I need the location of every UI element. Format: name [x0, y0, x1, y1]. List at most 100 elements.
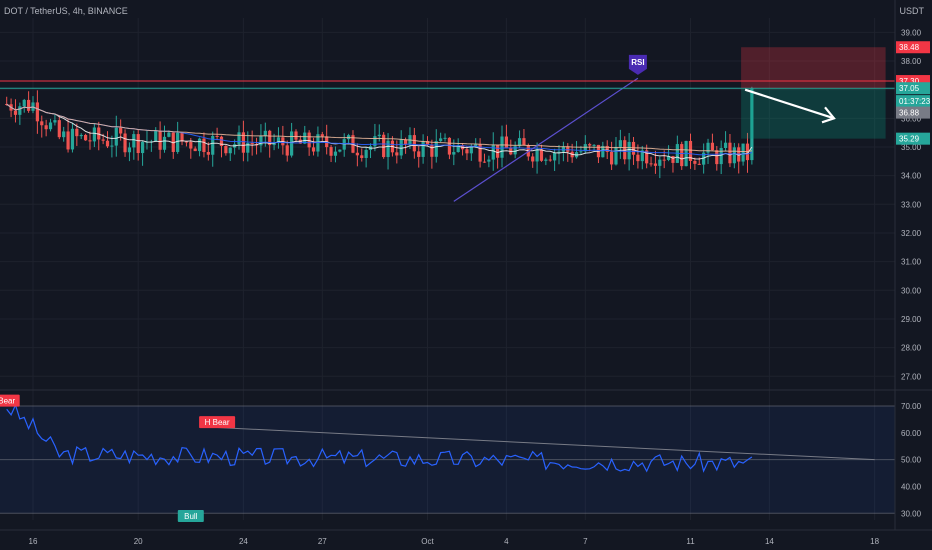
candle-body	[127, 147, 132, 153]
candle-body	[592, 144, 596, 146]
candle-body	[601, 145, 605, 158]
candle-body	[434, 141, 438, 157]
candle-body	[110, 145, 114, 147]
rsi-signal-label: RSI	[631, 58, 644, 67]
time-tick-label: 18	[870, 537, 879, 546]
candle-body	[649, 163, 653, 165]
rsi-divergence-trendline	[453, 77, 639, 202]
candle-body	[421, 141, 425, 157]
candle-body	[403, 139, 408, 145]
time-tick-label: 16	[29, 537, 38, 546]
price-tag-label: 37.30	[899, 77, 920, 86]
candle-body	[382, 134, 386, 158]
price-pane[interactable]: RSI	[0, 18, 932, 520]
price-tag-label: 01:37:23	[899, 97, 931, 106]
candle-body	[500, 136, 504, 158]
candle-body	[57, 120, 61, 138]
price-tick-label: 38.00	[901, 57, 922, 66]
candle-body	[693, 160, 697, 164]
time-tick-label: 4	[504, 537, 509, 546]
candle-body	[62, 131, 66, 138]
candle-body	[211, 135, 215, 155]
candle-body	[329, 147, 333, 156]
candle-body	[723, 142, 728, 148]
candle-body	[241, 132, 245, 153]
candle-body	[311, 147, 316, 152]
candle-body	[645, 150, 649, 164]
candle-body	[307, 132, 311, 148]
candle-body	[658, 159, 662, 166]
rsi-tick-label: 40.00	[901, 482, 922, 491]
candle-body	[583, 144, 587, 152]
candle-body	[474, 144, 478, 147]
candle-body	[666, 156, 671, 160]
candle-body	[84, 134, 88, 141]
price-tick-label: 34.00	[901, 172, 922, 181]
candle-body	[513, 146, 517, 155]
candle-body	[732, 147, 736, 164]
candle-body	[482, 161, 487, 163]
candle-body	[18, 106, 22, 115]
candle-body	[228, 147, 232, 154]
time-tick-label: Oct	[421, 537, 434, 546]
candle-body	[680, 144, 684, 167]
candle-body	[97, 127, 101, 140]
rsi-tick-label: 30.00	[901, 509, 922, 518]
candle-body	[412, 135, 416, 152]
projection-arrow	[744, 88, 835, 120]
rsi-tick-label: 70.00	[901, 402, 922, 411]
candle-body	[417, 151, 421, 157]
candle-body	[246, 143, 250, 153]
candle-body	[535, 149, 539, 162]
candle-body	[430, 144, 434, 157]
candle-body	[132, 134, 136, 148]
candle-body	[557, 151, 561, 153]
candle-body	[224, 145, 228, 154]
rsi-divergence-tag	[0, 394, 20, 407]
rsi-divergence-tag-label: H Bear	[205, 418, 230, 427]
moving-average-line	[6, 103, 753, 160]
rsi-pane[interactable]: Bear H Bear Bull	[0, 394, 895, 522]
candle-body	[618, 140, 622, 147]
candle-body	[237, 132, 241, 145]
price-tag-label: 37.05	[899, 84, 920, 93]
candle-body	[588, 144, 592, 146]
candle-body	[355, 152, 359, 156]
candle-body	[715, 150, 719, 165]
candle-body	[105, 140, 110, 147]
rsi-line	[6, 403, 753, 473]
candle-body	[364, 149, 368, 158]
candle-body	[741, 143, 745, 162]
candle-body	[154, 130, 158, 142]
candle-body	[303, 132, 307, 144]
time-tick-label: 7	[583, 537, 588, 546]
candle-body	[338, 149, 342, 152]
candle-body	[496, 144, 500, 158]
candle-body	[487, 159, 491, 162]
candle-body	[399, 139, 403, 156]
time-tick-label: 27	[318, 537, 327, 546]
rsi-divergence-tag	[199, 416, 236, 429]
candle-body	[119, 127, 123, 134]
currency-label: USDT	[899, 6, 925, 16]
candle-body	[70, 128, 75, 150]
candle-body	[66, 131, 70, 150]
candle-body	[290, 131, 294, 156]
candle-body	[671, 156, 675, 163]
candle-body	[531, 156, 535, 162]
candle-body	[294, 131, 298, 140]
candle-body	[627, 141, 631, 160]
price-tag	[896, 95, 930, 108]
candle-body	[176, 132, 180, 152]
candle-body	[202, 138, 206, 153]
candle-body	[79, 134, 83, 137]
rsi-signal-flag	[628, 54, 647, 75]
candle-body	[92, 127, 96, 142]
candle-body	[491, 144, 495, 160]
candle-body	[640, 150, 644, 162]
candle-body	[75, 128, 79, 137]
candle-body	[456, 145, 460, 153]
candle-body	[360, 155, 364, 158]
